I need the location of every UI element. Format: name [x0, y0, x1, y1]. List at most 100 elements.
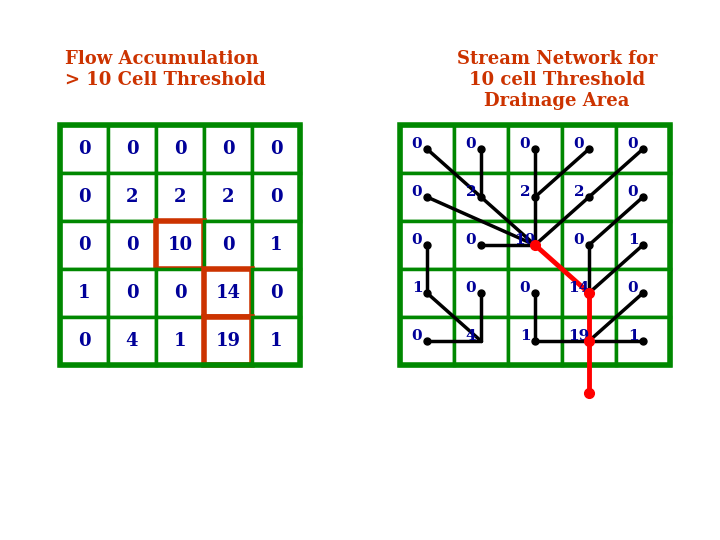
Text: 1: 1 [270, 332, 282, 350]
Bar [400, 269, 454, 317]
Text: 0: 0 [628, 185, 639, 199]
Bar [252, 173, 300, 221]
Bar [108, 173, 156, 221]
Bar [204, 173, 252, 221]
Bar [400, 173, 454, 221]
Bar [60, 221, 108, 269]
Text: 14: 14 [568, 281, 590, 295]
Text: 0: 0 [574, 137, 585, 151]
Text: 2: 2 [174, 188, 186, 206]
Text: 0: 0 [412, 137, 423, 151]
Text: 0: 0 [520, 281, 531, 295]
Bar [156, 125, 204, 173]
Text: 10: 10 [168, 236, 192, 254]
Text: 0: 0 [78, 332, 90, 350]
Text: Stream Network for
10 cell Threshold
Drainage Area: Stream Network for 10 cell Threshold Dra… [456, 50, 657, 110]
Text: 0: 0 [126, 284, 138, 302]
Text: 0: 0 [78, 236, 90, 254]
Bar [108, 221, 156, 269]
Text: 1: 1 [78, 284, 90, 302]
Bar [108, 317, 156, 365]
Bar [562, 173, 616, 221]
Bar [156, 173, 204, 221]
Bar [60, 269, 108, 317]
Bar [60, 125, 300, 365]
Bar [400, 221, 454, 269]
Text: 0: 0 [126, 236, 138, 254]
Bar [204, 269, 252, 317]
Bar [616, 269, 670, 317]
Text: 0: 0 [174, 284, 186, 302]
Text: 0: 0 [78, 188, 90, 206]
Bar [508, 269, 562, 317]
Text: 0: 0 [412, 185, 423, 199]
Bar [252, 269, 300, 317]
Bar [204, 221, 252, 269]
Text: 0: 0 [222, 140, 234, 158]
Bar [508, 173, 562, 221]
Bar [616, 125, 670, 173]
Text: 4: 4 [466, 329, 477, 343]
Text: 2: 2 [126, 188, 138, 206]
Bar [562, 125, 616, 173]
Bar [60, 125, 108, 173]
Text: 0: 0 [520, 137, 531, 151]
Bar [454, 317, 508, 365]
Bar [156, 317, 204, 365]
Text: 1: 1 [174, 332, 186, 350]
Text: 0: 0 [222, 236, 234, 254]
Bar [616, 173, 670, 221]
Bar [400, 317, 454, 365]
Bar [454, 221, 508, 269]
Bar [562, 221, 616, 269]
Text: 0: 0 [574, 233, 585, 247]
Bar [562, 269, 616, 317]
Text: 0: 0 [412, 233, 423, 247]
Text: 4: 4 [126, 332, 138, 350]
Text: 0: 0 [628, 137, 639, 151]
Text: 0: 0 [78, 140, 90, 158]
Text: 0: 0 [270, 284, 282, 302]
Bar [252, 125, 300, 173]
Bar [400, 125, 454, 173]
Bar [508, 125, 562, 173]
Bar [562, 317, 616, 365]
Text: 1: 1 [628, 329, 639, 343]
Text: 2: 2 [520, 185, 530, 199]
Bar [60, 173, 108, 221]
Text: 0: 0 [628, 281, 639, 295]
Bar [156, 221, 204, 269]
Bar [252, 221, 300, 269]
Text: 19: 19 [215, 332, 240, 350]
Bar [454, 173, 508, 221]
Text: 1: 1 [628, 233, 639, 247]
Bar [616, 221, 670, 269]
Text: 2: 2 [466, 185, 476, 199]
Text: 0: 0 [466, 233, 477, 247]
Bar [108, 125, 156, 173]
Text: 1: 1 [270, 236, 282, 254]
Text: 0: 0 [270, 140, 282, 158]
Text: 19: 19 [568, 329, 590, 343]
Text: 0: 0 [412, 329, 423, 343]
Text: 1: 1 [412, 281, 423, 295]
Bar [508, 221, 562, 269]
Text: 10: 10 [514, 233, 536, 247]
Bar [108, 269, 156, 317]
Text: 0: 0 [270, 188, 282, 206]
Text: 0: 0 [174, 140, 186, 158]
Text: 0: 0 [466, 281, 477, 295]
Bar [60, 317, 108, 365]
Text: 0: 0 [466, 137, 477, 151]
Bar [454, 125, 508, 173]
Bar [156, 269, 204, 317]
Bar [204, 125, 252, 173]
Bar [508, 317, 562, 365]
Text: 2: 2 [574, 185, 584, 199]
Text: 1: 1 [520, 329, 531, 343]
Bar [400, 125, 670, 365]
Text: 14: 14 [215, 284, 240, 302]
Bar [204, 317, 252, 365]
Bar [454, 269, 508, 317]
Bar [616, 317, 670, 365]
